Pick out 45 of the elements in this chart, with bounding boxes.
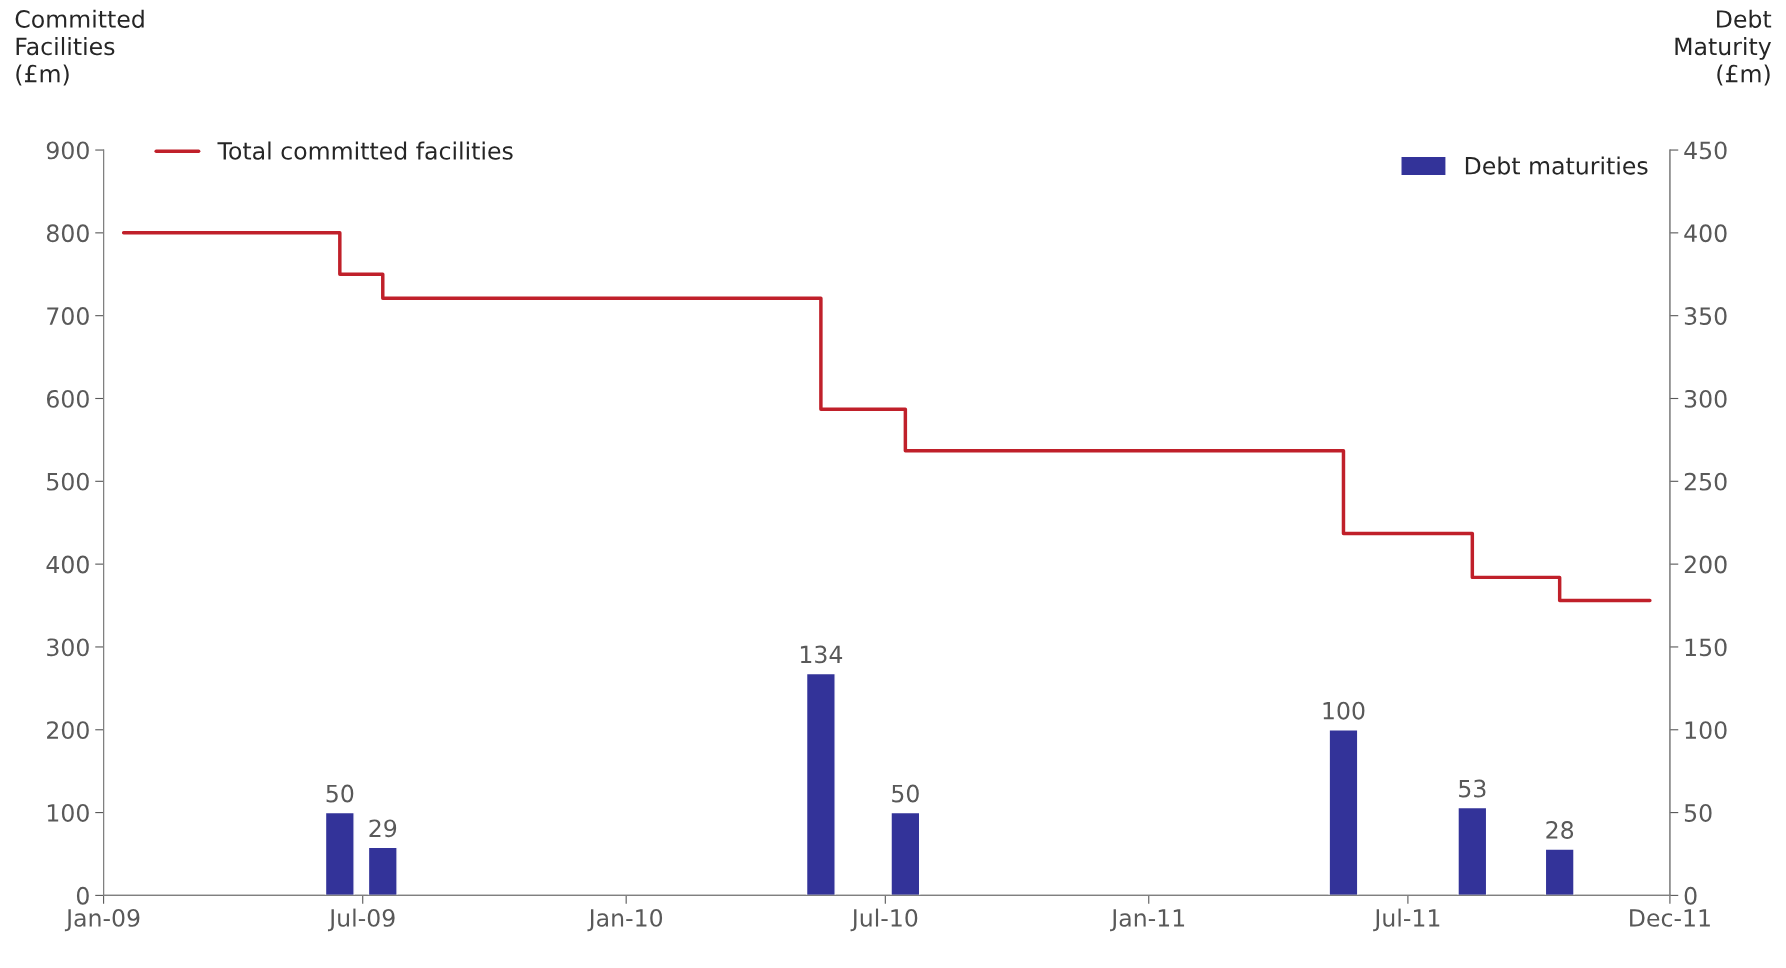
x-tick-label: Dec-11	[1630, 909, 1710, 927]
y2-tick-label: 450	[1684, 141, 1727, 160]
y-tick-label: 300	[47, 638, 89, 657]
x-tick-label: Jul-09	[327, 908, 395, 932]
y2-tick-label: 0	[1684, 886, 1697, 905]
legend-label: Total committed facilities	[217, 141, 513, 160]
y2-tick-label: 350	[1684, 307, 1727, 325]
data-label: 134	[800, 645, 843, 664]
y2-tick-label: 200	[1684, 555, 1727, 574]
x-tick-label: Jan-09	[64, 909, 140, 932]
data-label: 53	[1459, 779, 1486, 798]
x-tick-label: Jul-10	[850, 908, 918, 932]
y-tick-label: 100	[47, 804, 89, 822]
x-tick-label: Jan-10	[587, 909, 663, 932]
x-tick-label: Jul-11	[1373, 908, 1440, 932]
y2-tick-label: 100	[1685, 721, 1727, 740]
bar	[890, 811, 921, 896]
bar	[324, 811, 355, 896]
y2-axis-title: Debt Maturity (£m)	[1675, 9, 1772, 86]
y2-tick-label: 150	[1685, 638, 1727, 657]
data-label: 100	[1323, 701, 1365, 720]
x-tick-label: Jan-11	[1110, 909, 1185, 932]
y2-tick-label: 300	[1684, 389, 1727, 408]
data-label: 29	[369, 819, 397, 838]
y2-tick-label: 250	[1684, 472, 1727, 491]
legend-label: Debt maturities	[1465, 156, 1648, 175]
y2-tick-label: 400	[1684, 224, 1727, 243]
bar	[805, 672, 836, 896]
y-tick-label: 700	[47, 307, 89, 325]
bar	[1457, 806, 1488, 896]
y-tick-label: 900	[46, 141, 89, 160]
y-tick-label: 500	[47, 472, 89, 491]
y-axis-title: Committed Facilities (£m)	[15, 9, 144, 86]
y-tick-label: 200	[47, 721, 89, 740]
data-label: 50	[326, 784, 354, 803]
bar	[1544, 848, 1575, 896]
y2-tick-label: 50	[1684, 804, 1712, 822]
y-tick-label: 400	[46, 555, 89, 574]
y-tick-label: 800	[46, 224, 89, 243]
data-label: 28	[1546, 821, 1574, 839]
data-label: 50	[892, 784, 919, 803]
bar	[1328, 729, 1359, 896]
y-tick-label: 0	[76, 886, 89, 905]
y-tick-label: 600	[46, 389, 89, 408]
bar	[367, 846, 398, 896]
